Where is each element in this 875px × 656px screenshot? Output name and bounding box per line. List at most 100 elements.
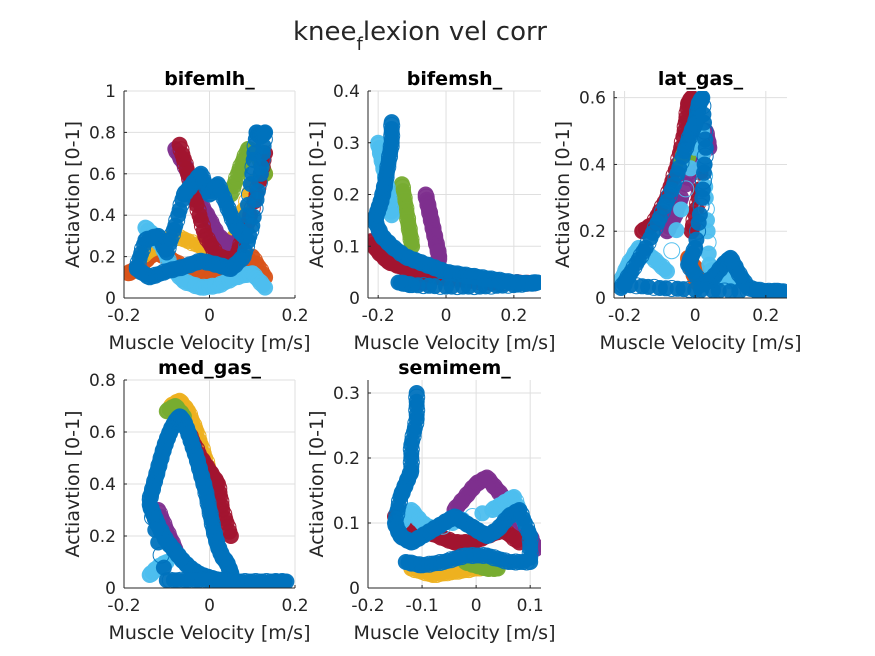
y-tick-label: 0.2 — [89, 248, 116, 268]
x-axis-label: Muscle Velocity [m/s] — [109, 622, 311, 644]
subplot-5: -0.2 -0.1 0 0.1 0 0.1 0.2 0.3 semimem_ Muscle Vel… — [306, 357, 556, 644]
data-point — [252, 165, 269, 182]
subplot-title: lat_gas_ — [658, 68, 744, 90]
y-axis-label: Actiavtion [0-1] — [306, 410, 328, 557]
data-point — [155, 559, 172, 576]
data-point — [455, 278, 471, 295]
x-tick-label: 0 — [690, 306, 701, 326]
x-tick-label: 0.1 — [517, 596, 544, 616]
y-tick-label: 0.8 — [89, 123, 116, 143]
y-tick-label: 0.4 — [89, 206, 116, 226]
y-tick-label: 0 — [349, 289, 360, 309]
x-tick-label: -0.2 — [351, 596, 384, 616]
y-axis-label: Actiavtion [0-1] — [552, 121, 574, 268]
y-tick-label: 0.4 — [579, 155, 606, 175]
data-point — [397, 554, 414, 570]
scatter-series-group — [614, 91, 787, 298]
data-point — [257, 124, 274, 141]
x-axis-label: Muscle Velocity [m/s] — [354, 332, 556, 354]
x-tick-label: 0.2 — [752, 306, 779, 326]
data-point — [278, 573, 295, 588]
y-tick-label: 0.1 — [333, 514, 360, 534]
x-tick-label: -0.2 — [608, 306, 641, 326]
subplot-title: semimem_ — [398, 357, 511, 379]
data-point — [673, 201, 690, 218]
y-tick-label: 0.2 — [89, 527, 116, 547]
data-point — [257, 279, 274, 296]
y-tick-label: 0 — [595, 289, 606, 309]
data-point — [488, 277, 505, 294]
data-point — [659, 263, 675, 280]
x-tick-label: 0.2 — [500, 306, 527, 326]
y-tick-label: 0.8 — [89, 371, 116, 391]
title-rest: lexion vel corr — [363, 17, 547, 47]
data-point — [669, 280, 686, 297]
y-tick-label: 0.6 — [579, 89, 606, 109]
y-tick-label: 0.2 — [333, 186, 360, 206]
x-tick-label: -0.2 — [107, 306, 140, 326]
data-point — [421, 277, 438, 294]
x-tick-label: -0.2 — [107, 596, 140, 616]
x-tick-label: 0 — [471, 596, 482, 616]
series-6 — [387, 385, 539, 574]
scatter-series-group — [141, 392, 295, 588]
x-tick-label: 0 — [204, 596, 215, 616]
data-point — [616, 276, 633, 293]
x-tick-label: 0.2 — [281, 596, 308, 616]
y-tick-label: 0 — [105, 579, 116, 599]
x-axis-label: Muscle Velocity [m/s] — [109, 332, 311, 354]
data-point — [248, 191, 265, 208]
y-tick-label: 0.4 — [333, 82, 360, 102]
data-point — [141, 496, 158, 513]
y-tick-label: 0.1 — [333, 237, 360, 257]
data-point — [471, 278, 488, 295]
x-axis-label: Muscle Velocity [m/s] — [600, 332, 802, 354]
subplot-title: bifemsh_ — [407, 68, 503, 90]
series-6 — [614, 91, 787, 298]
data-point — [254, 145, 271, 162]
data-point — [682, 160, 699, 177]
y-tick-label: 0.2 — [333, 449, 360, 469]
data-point — [634, 278, 651, 295]
series-5 — [368, 114, 541, 296]
data-point — [722, 283, 739, 298]
y-tick-label: 0 — [105, 289, 116, 309]
y-tick-label: 0.6 — [89, 423, 116, 443]
x-tick-label: 0 — [204, 306, 215, 326]
title-main: knee — [293, 17, 357, 47]
data-point — [147, 521, 164, 538]
y-tick-label: 0.2 — [579, 222, 606, 242]
data-point — [704, 282, 721, 298]
x-tick-label: 0 — [441, 306, 452, 326]
y-tick-label: 0.3 — [333, 384, 360, 404]
data-point — [128, 261, 145, 277]
scatter-series-group — [124, 124, 274, 296]
data-point — [775, 283, 787, 298]
title-subscript: f — [357, 34, 364, 55]
y-tick-label: 0.6 — [89, 165, 116, 185]
y-axis-label: Actiavtion [0-1] — [306, 121, 328, 268]
data-point — [663, 242, 681, 260]
y-tick-label: 0.3 — [333, 134, 360, 154]
y-axis-label: Actiavtion [0-1] — [62, 410, 84, 557]
y-axis-label: Actiavtion [0-1] — [62, 121, 84, 268]
data-point — [651, 280, 668, 296]
data-point — [150, 534, 167, 551]
scatter-series-group — [368, 114, 541, 296]
subplot-title: bifemlh_ — [164, 68, 255, 90]
subplot-title: med_gas_ — [158, 357, 262, 379]
data-point — [390, 274, 407, 291]
y-tick-label: 0.4 — [89, 475, 116, 495]
data-point — [222, 528, 239, 544]
x-tick-label: 0.2 — [281, 306, 308, 326]
series-6 — [141, 408, 295, 588]
data-point — [383, 207, 400, 224]
series-7 — [128, 124, 274, 286]
x-axis-label: Muscle Velocity [m/s] — [354, 622, 556, 644]
